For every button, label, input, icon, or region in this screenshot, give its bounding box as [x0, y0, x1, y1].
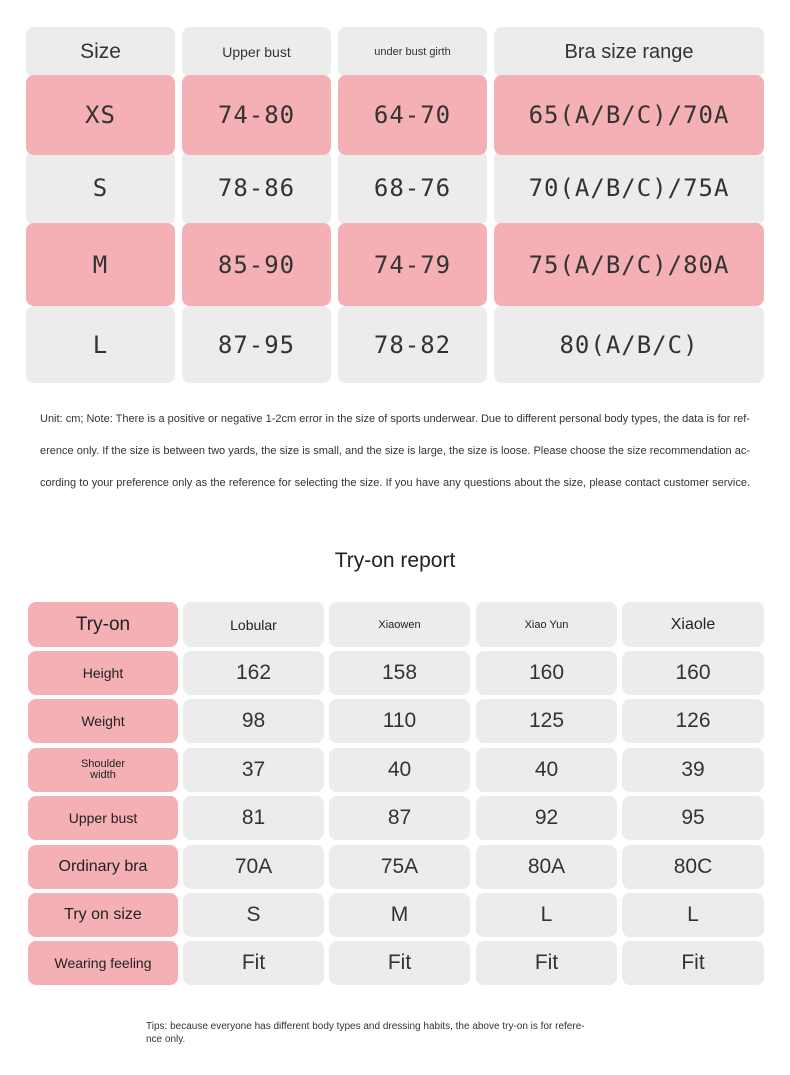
tryon-cell: L	[622, 893, 764, 937]
tryon-cell: Fit	[329, 941, 470, 986]
size-cell: 74-80	[182, 75, 331, 155]
size-header: Bra size range	[494, 27, 764, 77]
size-cell: 64-70	[338, 75, 487, 155]
tryon-cell: 40	[476, 747, 617, 792]
size-cell: 65(A/B/C)/70A	[494, 75, 764, 155]
tryon-cell: Wearing feeling	[28, 941, 178, 986]
tryon-cell: 87	[329, 796, 470, 841]
note-line: cording to your preference only as the r…	[40, 477, 750, 489]
tryon-cell: 160	[476, 651, 617, 695]
size-cell: 87-95	[182, 306, 331, 383]
tryon-header: Try-on	[28, 602, 178, 647]
tryon-cell: Fit	[622, 941, 764, 986]
tryon-cell: 80C	[622, 844, 764, 889]
size-cell: 78-82	[338, 306, 487, 383]
tip-line: Tips: because everyone has different bod…	[146, 1021, 585, 1032]
size-cell: 78-86	[182, 150, 331, 225]
tryon-cell: Height	[28, 651, 178, 695]
size-header: under bust girth	[338, 27, 487, 77]
tryon-cell: 92	[476, 796, 617, 841]
tryon-cell: 125	[476, 699, 617, 744]
tryon-cell: 158	[329, 651, 470, 695]
tryon-cell: S	[183, 893, 324, 937]
tryon-cell: 75A	[329, 844, 470, 889]
tryon-cell: Upper bust	[28, 796, 178, 841]
tryon-cell: Shoulder width	[28, 747, 178, 792]
tryon-cell: Try on size	[28, 893, 178, 937]
tryon-cell: 70A	[183, 844, 324, 889]
size-cell: M	[26, 223, 175, 306]
tryon-cell: Weight	[28, 699, 178, 744]
tryon-header: Lobular	[183, 602, 324, 647]
tryon-cell: 40	[329, 747, 470, 792]
tryon-cell: 95	[622, 796, 764, 841]
tryon-cell: 39	[622, 747, 764, 792]
tryon-cell: Fit	[183, 941, 324, 986]
note-line: erence only. If the size is between two …	[40, 445, 750, 457]
size-cell: XS	[26, 75, 175, 155]
size-cell: L	[26, 306, 175, 383]
tryon-cell: M	[329, 893, 470, 937]
tryon-cell: 81	[183, 796, 324, 841]
size-cell: 75(A/B/C)/80A	[494, 223, 764, 306]
tryon-cell: 160	[622, 651, 764, 695]
tryon-header: Xiaowen	[329, 602, 470, 647]
tryon-cell: 110	[329, 699, 470, 744]
note-line: Unit: cm; Note: There is a positive or n…	[40, 413, 750, 425]
tryon-cell: 80A	[476, 844, 617, 889]
tip-line: nce only.	[146, 1034, 186, 1045]
tryon-cell: 98	[183, 699, 324, 744]
size-cell: 80(A/B/C)	[494, 306, 764, 383]
size-header: Size	[26, 27, 175, 77]
tryon-cell: Ordinary bra	[28, 844, 178, 889]
size-cell: 70(A/B/C)/75A	[494, 150, 764, 225]
size-cell: 74-79	[338, 223, 487, 306]
tryon-header: Xiaole	[622, 602, 764, 647]
tryon-cell: Fit	[476, 941, 617, 986]
tryon-cell: 37	[183, 747, 324, 792]
tryon-title: Try-on report	[334, 549, 456, 572]
size-cell: 85-90	[182, 223, 331, 306]
tryon-header: Xiao Yun	[476, 602, 617, 647]
size-cell: S	[26, 150, 175, 225]
tryon-cell: L	[476, 893, 617, 937]
tryon-cell: 162	[183, 651, 324, 695]
size-header: Upper bust	[182, 27, 331, 77]
size-cell: 68-76	[338, 150, 487, 225]
tryon-cell: 126	[622, 699, 764, 744]
